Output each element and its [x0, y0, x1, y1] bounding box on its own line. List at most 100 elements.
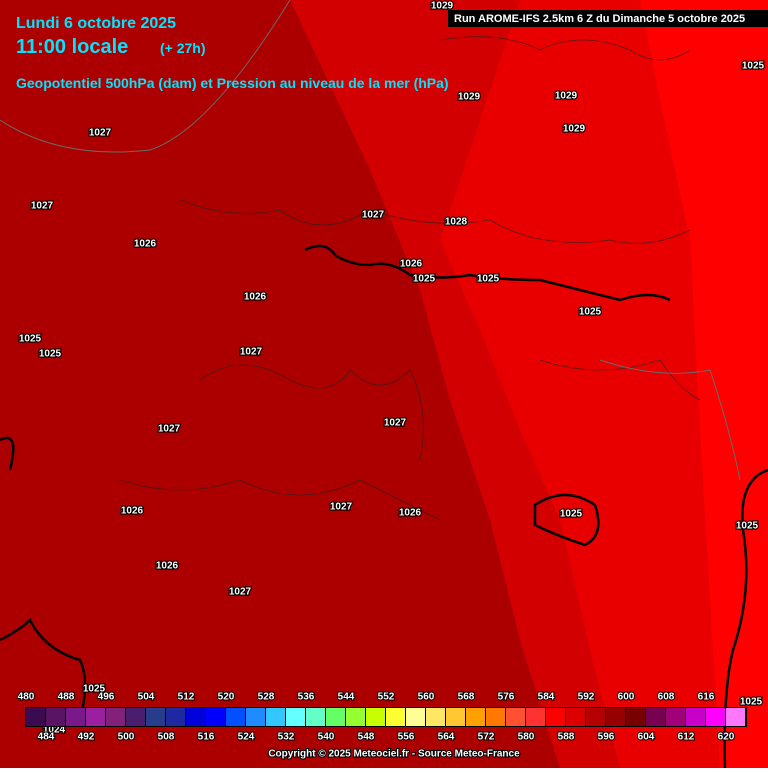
- pressure-label: 1029: [555, 91, 578, 102]
- colorbar-label: 596: [598, 732, 615, 743]
- color-cell: [46, 708, 65, 726]
- colorbar-label: 612: [678, 732, 695, 743]
- pressure-label: 1027: [158, 424, 181, 435]
- color-cell: [566, 708, 585, 726]
- lead-time: (+ 27h): [160, 40, 206, 56]
- colorbar-label: 588: [558, 732, 575, 743]
- color-cell: [106, 708, 125, 726]
- color-cell: [646, 708, 665, 726]
- colorbar-label: 592: [578, 692, 595, 703]
- colorbar: 480 484 488 492 496 500 504 508 512 516 520 524 528 5…: [17, 691, 747, 744]
- color-cell: [626, 708, 645, 726]
- colorbar-label: 580: [518, 732, 535, 743]
- pressure-label: 1025: [579, 307, 602, 318]
- pressure-label: 1025: [477, 274, 500, 285]
- colorbar-label: 560: [418, 692, 435, 703]
- pressure-label: 1027: [89, 128, 112, 139]
- field-title: Geopotentiel 500hPa (dam) et Pression au…: [16, 75, 449, 91]
- color-cell: [346, 708, 365, 726]
- color-cell: [246, 708, 265, 726]
- colorbar-label: 568: [458, 692, 475, 703]
- forecast-time: 11:00 locale: [16, 36, 128, 58]
- colorbar-label: 564: [438, 732, 455, 743]
- colorbar-label: 552: [378, 692, 395, 703]
- colorbar-label: 536: [298, 692, 315, 703]
- color-cell: [726, 708, 745, 726]
- color-cell: [286, 708, 305, 726]
- pressure-label: 1029: [431, 1, 454, 12]
- colorbar-label: 520: [218, 692, 235, 703]
- isobars: [0, 244, 768, 769]
- pressure-label: 1026: [244, 292, 267, 303]
- colorbar-label: 492: [78, 732, 95, 743]
- color-cell: [266, 708, 285, 726]
- colorbar-label: 516: [198, 732, 215, 743]
- isobar: [304, 244, 671, 302]
- contour: [119, 479, 441, 521]
- color-cell: [426, 708, 445, 726]
- isobar: [0, 436, 15, 471]
- pressure-label: 1025: [19, 334, 42, 345]
- pressure-label: 1027: [362, 210, 385, 221]
- color-cell: [186, 708, 205, 726]
- colorbar-label: 512: [178, 692, 195, 703]
- color-cell: [406, 708, 425, 726]
- colorbar-label: 544: [338, 692, 355, 703]
- colorbar-label: 608: [658, 692, 675, 703]
- pressure-label: 1027: [31, 201, 54, 212]
- color-cell: [706, 708, 725, 726]
- color-cell: [586, 708, 605, 726]
- color-cell: [486, 708, 505, 726]
- colorbar-label: 600: [618, 692, 635, 703]
- pressure-label: 1029: [563, 124, 586, 135]
- colorbar-label: 480: [18, 692, 35, 703]
- contours: [119, 36, 701, 521]
- color-cell: [686, 708, 705, 726]
- color-cell: [206, 708, 225, 726]
- pressure-label: 1025: [740, 697, 763, 708]
- colorbar-label: 528: [258, 692, 275, 703]
- color-cell: [386, 708, 405, 726]
- color-cell: [506, 708, 525, 726]
- color-cell: [126, 708, 145, 726]
- pressure-label: 1026: [121, 506, 144, 517]
- pressure-label: 1026: [399, 508, 422, 519]
- colorbar-label: 584: [538, 692, 555, 703]
- colorbar-label: 488: [58, 692, 75, 703]
- pressure-label: 1027: [330, 502, 353, 513]
- contour: [199, 364, 424, 461]
- pressure-label: 1029: [458, 92, 481, 103]
- pressure-label: 1026: [400, 259, 423, 270]
- colorbar-label: 524: [238, 732, 255, 743]
- colorbar-label: 540: [318, 732, 335, 743]
- color-cell: [86, 708, 105, 726]
- colorbar-label: 500: [118, 732, 135, 743]
- field-zone: [640, 0, 768, 768]
- run-banner: [448, 10, 768, 27]
- pressure-label: 1027: [229, 587, 252, 598]
- pressure-label: 1025: [39, 349, 62, 360]
- colorbar-label: 572: [478, 732, 495, 743]
- contour: [539, 359, 701, 401]
- color-cell: [146, 708, 165, 726]
- isobar: [533, 493, 600, 547]
- border: [599, 359, 741, 481]
- pressure-label: 1025: [83, 684, 106, 695]
- pressure-label: 1025: [560, 509, 583, 520]
- pressure-label: 1025: [742, 61, 765, 72]
- forecast-date: Lundi 6 octobre 2025: [16, 15, 176, 32]
- color-cell: [306, 708, 325, 726]
- color-cell: [526, 708, 545, 726]
- color-cell: [446, 708, 465, 726]
- copyright: Copyright © 2025 Meteociel.fr - Source M…: [268, 749, 520, 760]
- colorbar-label: 504: [138, 692, 155, 703]
- colorbar-label: 532: [278, 732, 295, 743]
- color-cell: [466, 708, 485, 726]
- color-cell: [666, 708, 685, 726]
- color-cell: [326, 708, 345, 726]
- color-cell: [606, 708, 625, 726]
- color-cell: [166, 708, 185, 726]
- color-cell: [366, 708, 385, 726]
